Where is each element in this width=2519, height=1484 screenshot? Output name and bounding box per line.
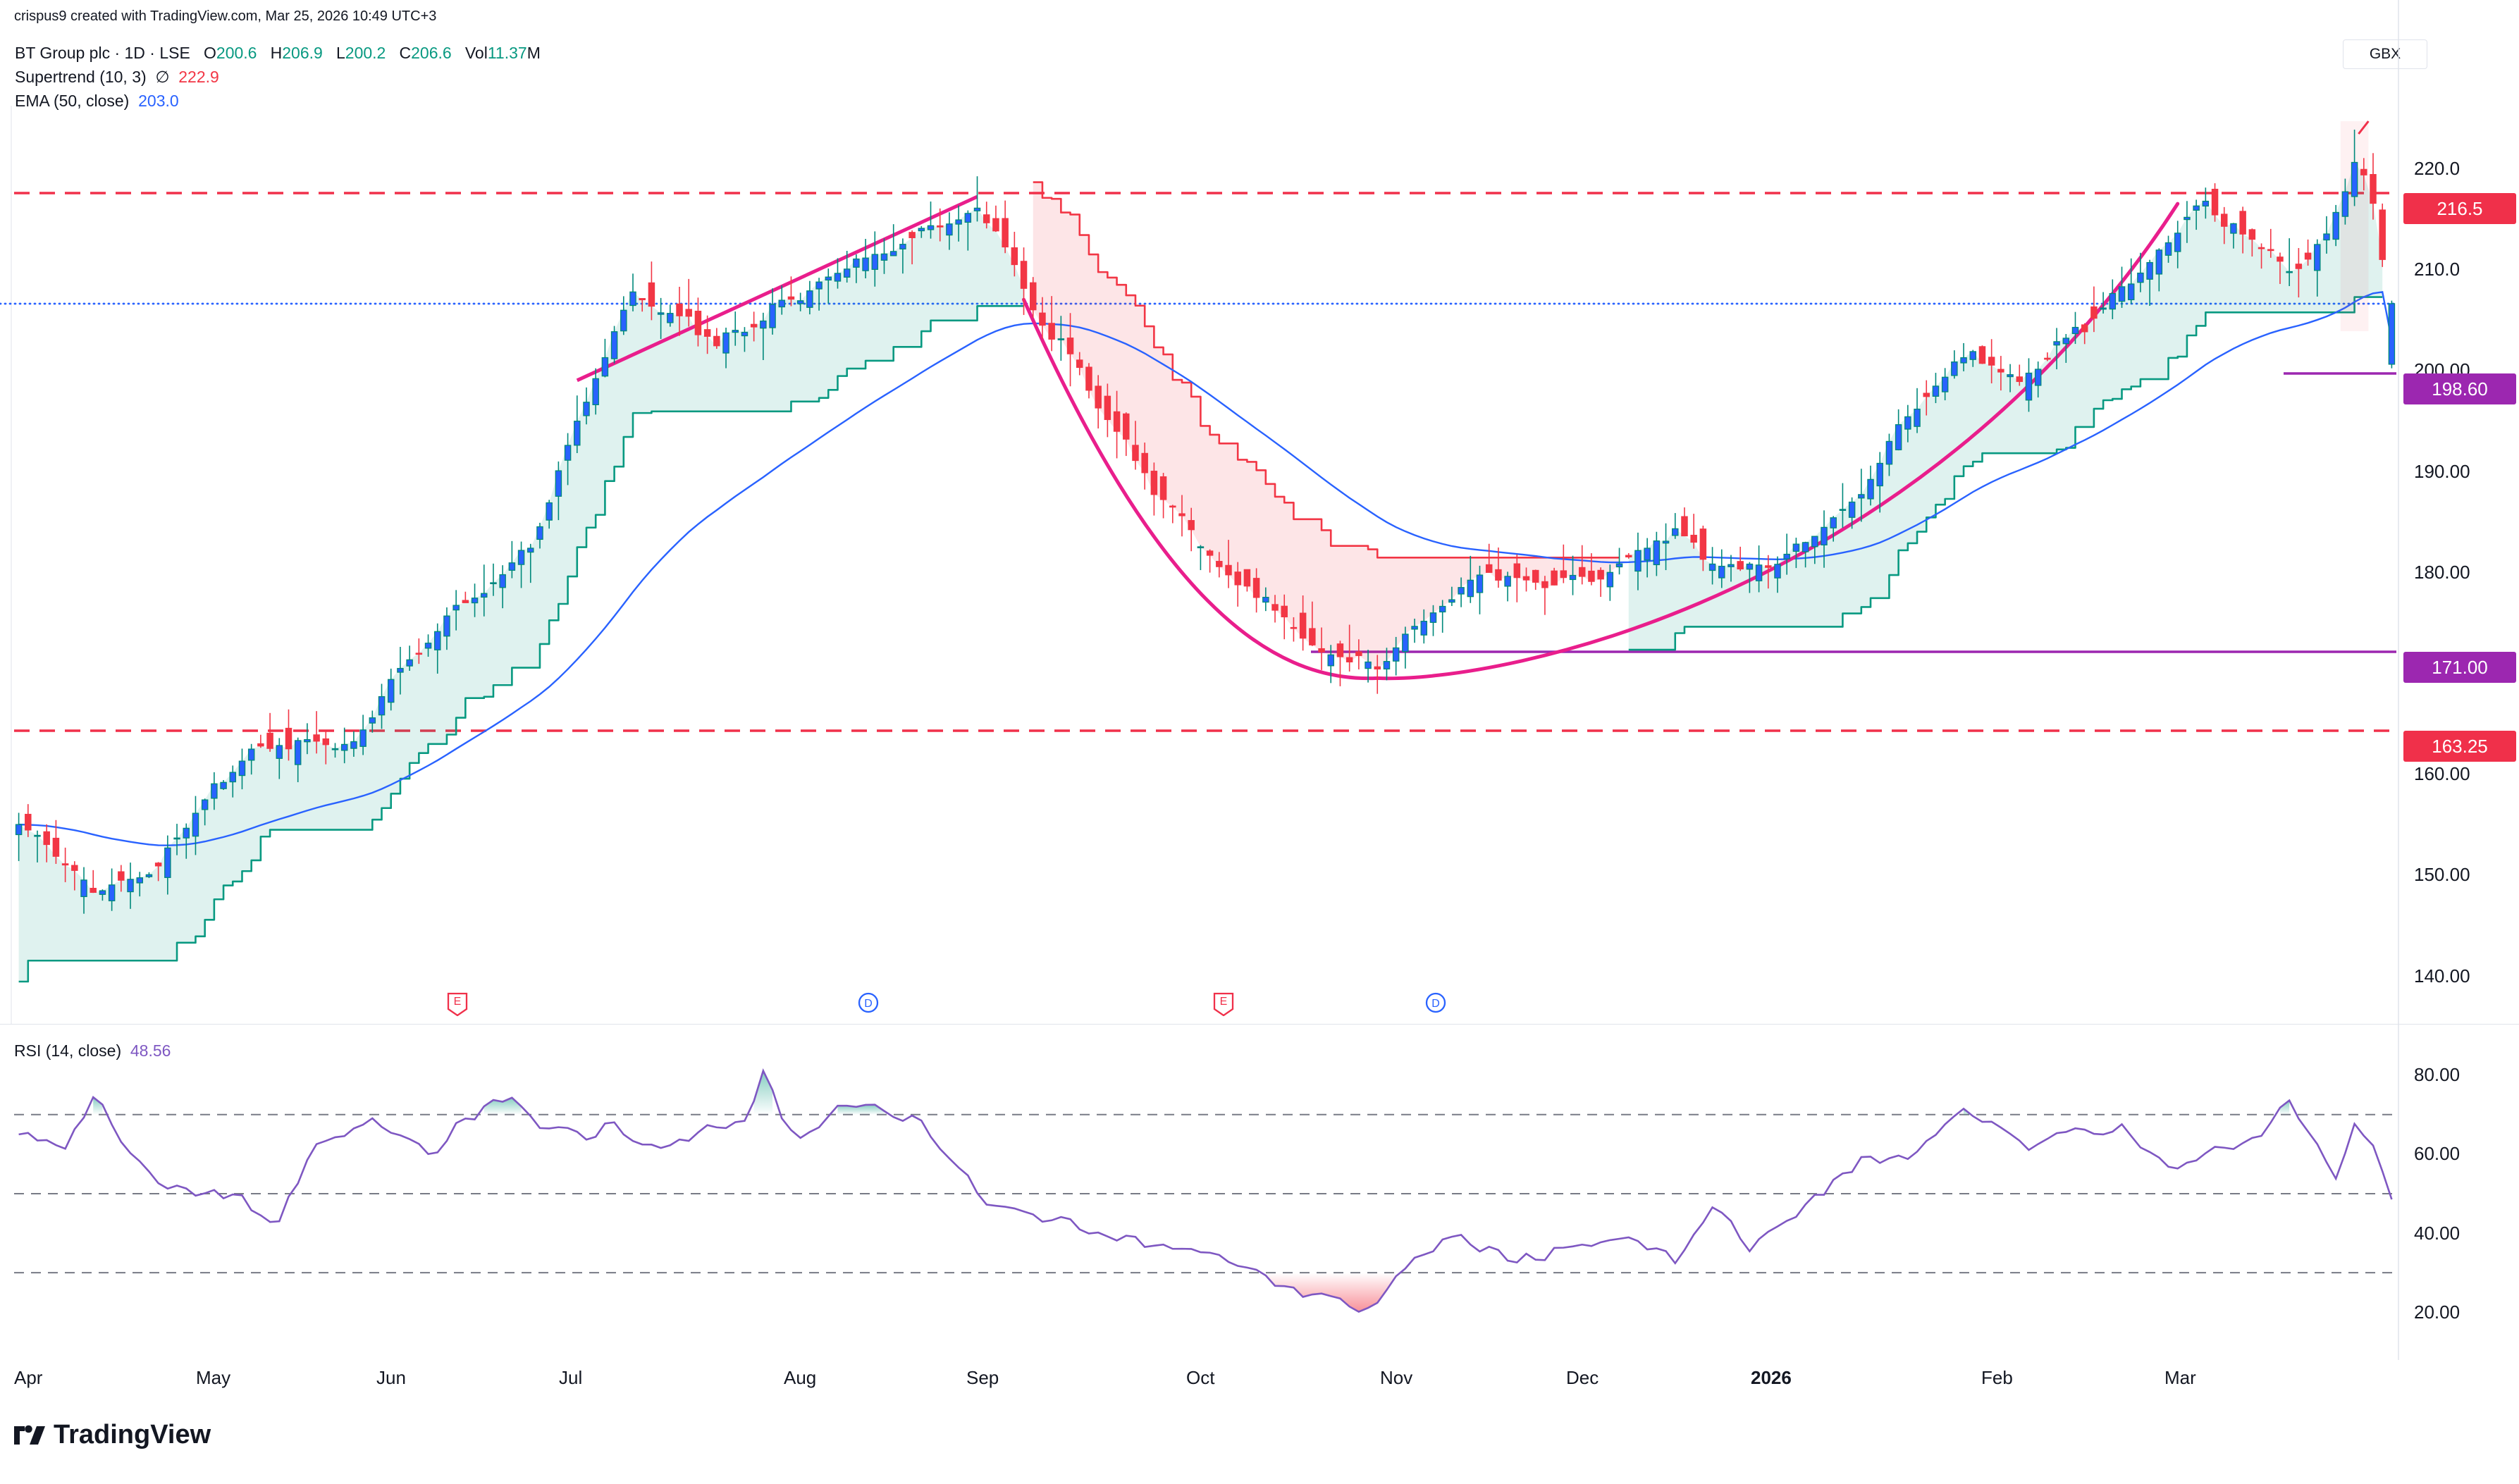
svg-text:D: D bbox=[864, 998, 873, 1010]
svg-text:E: E bbox=[454, 996, 462, 1008]
svg-text:E: E bbox=[1220, 996, 1228, 1008]
svg-text:D: D bbox=[1431, 998, 1440, 1010]
